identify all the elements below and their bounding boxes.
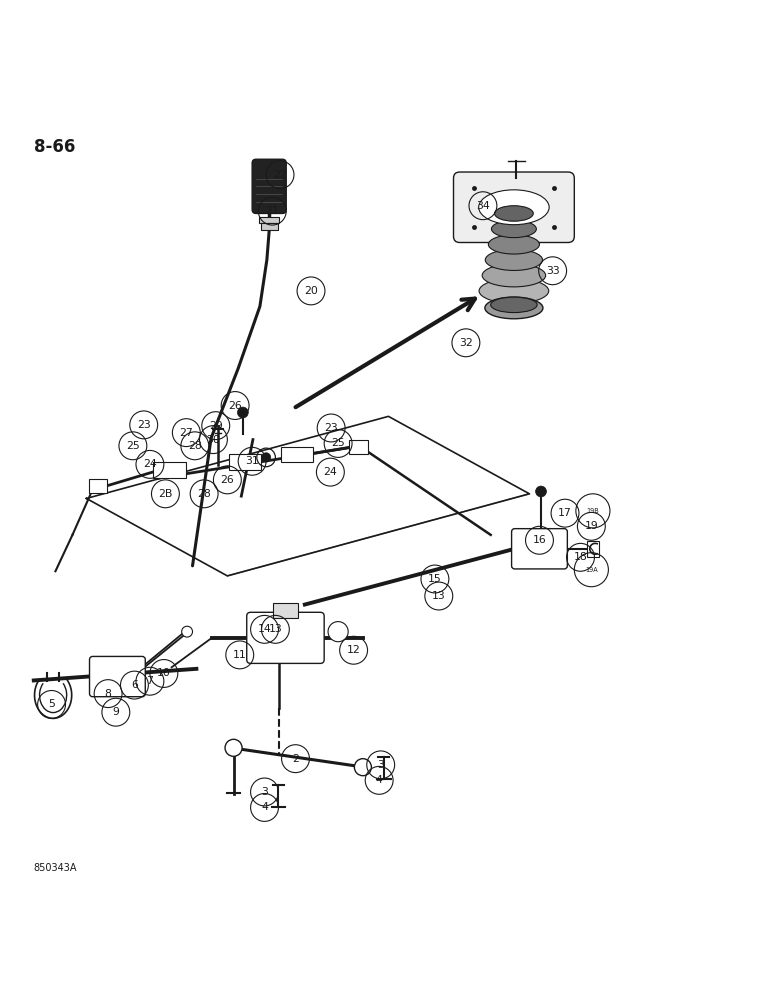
Text: 8: 8 (105, 689, 112, 699)
Text: 13: 13 (268, 624, 282, 634)
Text: 21: 21 (265, 206, 279, 216)
Text: 27: 27 (179, 428, 193, 438)
FancyBboxPatch shape (281, 447, 314, 462)
Text: 13: 13 (432, 591, 445, 601)
Circle shape (225, 739, 242, 756)
Ellipse shape (491, 297, 537, 313)
Text: 25: 25 (126, 441, 140, 451)
Ellipse shape (495, 206, 534, 221)
Text: 28: 28 (188, 441, 202, 451)
Text: 23: 23 (324, 423, 338, 433)
Circle shape (182, 626, 193, 637)
FancyBboxPatch shape (587, 541, 599, 557)
Text: 31: 31 (245, 456, 259, 466)
Text: 15: 15 (428, 574, 441, 584)
Circle shape (261, 453, 271, 462)
Text: 30: 30 (207, 435, 221, 445)
Text: 5: 5 (48, 699, 55, 709)
Ellipse shape (488, 235, 540, 254)
FancyBboxPatch shape (229, 454, 261, 470)
Ellipse shape (482, 264, 546, 287)
FancyBboxPatch shape (153, 462, 186, 478)
Circle shape (237, 407, 248, 418)
Text: 10: 10 (157, 668, 171, 678)
Circle shape (536, 486, 547, 497)
Text: 4: 4 (376, 775, 383, 785)
Circle shape (354, 759, 371, 776)
Text: 8-66: 8-66 (34, 138, 75, 156)
Text: 17: 17 (558, 508, 572, 518)
Text: 32: 32 (459, 338, 473, 348)
FancyBboxPatch shape (512, 529, 567, 569)
FancyBboxPatch shape (349, 440, 367, 454)
FancyBboxPatch shape (246, 612, 324, 663)
FancyBboxPatch shape (453, 172, 574, 242)
FancyBboxPatch shape (89, 479, 108, 493)
Text: 4: 4 (261, 802, 268, 812)
Text: 24: 24 (143, 459, 157, 469)
Text: 2: 2 (292, 754, 299, 764)
Ellipse shape (491, 220, 537, 238)
FancyBboxPatch shape (90, 656, 145, 697)
Text: 20: 20 (304, 286, 318, 296)
Text: 16: 16 (533, 535, 546, 545)
Text: 2B: 2B (158, 489, 172, 499)
Text: 9: 9 (112, 707, 119, 717)
Text: 25: 25 (332, 438, 345, 448)
Text: 12: 12 (347, 645, 360, 655)
Text: 29: 29 (209, 421, 222, 431)
Text: 24: 24 (324, 467, 337, 477)
Text: 3: 3 (261, 787, 268, 797)
FancyBboxPatch shape (259, 217, 279, 223)
Ellipse shape (479, 190, 549, 225)
Ellipse shape (479, 279, 549, 303)
Text: 26: 26 (229, 401, 242, 411)
Text: 850343A: 850343A (34, 863, 77, 873)
Ellipse shape (485, 297, 543, 319)
Text: 22: 22 (273, 170, 287, 180)
FancyBboxPatch shape (261, 223, 278, 230)
Text: 6: 6 (131, 680, 138, 690)
Text: 19: 19 (584, 521, 598, 531)
Text: 19B: 19B (587, 508, 599, 514)
Ellipse shape (485, 249, 543, 270)
Text: 33: 33 (546, 266, 559, 276)
Text: 34: 34 (476, 201, 490, 211)
Text: 7: 7 (147, 676, 154, 686)
Text: 11: 11 (233, 650, 246, 660)
FancyBboxPatch shape (252, 159, 286, 213)
Text: 26: 26 (221, 475, 234, 485)
Circle shape (328, 622, 348, 642)
Text: 28: 28 (197, 489, 211, 499)
Text: 18: 18 (573, 552, 587, 562)
FancyBboxPatch shape (273, 603, 298, 618)
Text: 19A: 19A (585, 567, 597, 573)
Text: 23: 23 (136, 420, 151, 430)
Text: 14: 14 (257, 624, 271, 634)
Text: 3: 3 (378, 760, 384, 770)
